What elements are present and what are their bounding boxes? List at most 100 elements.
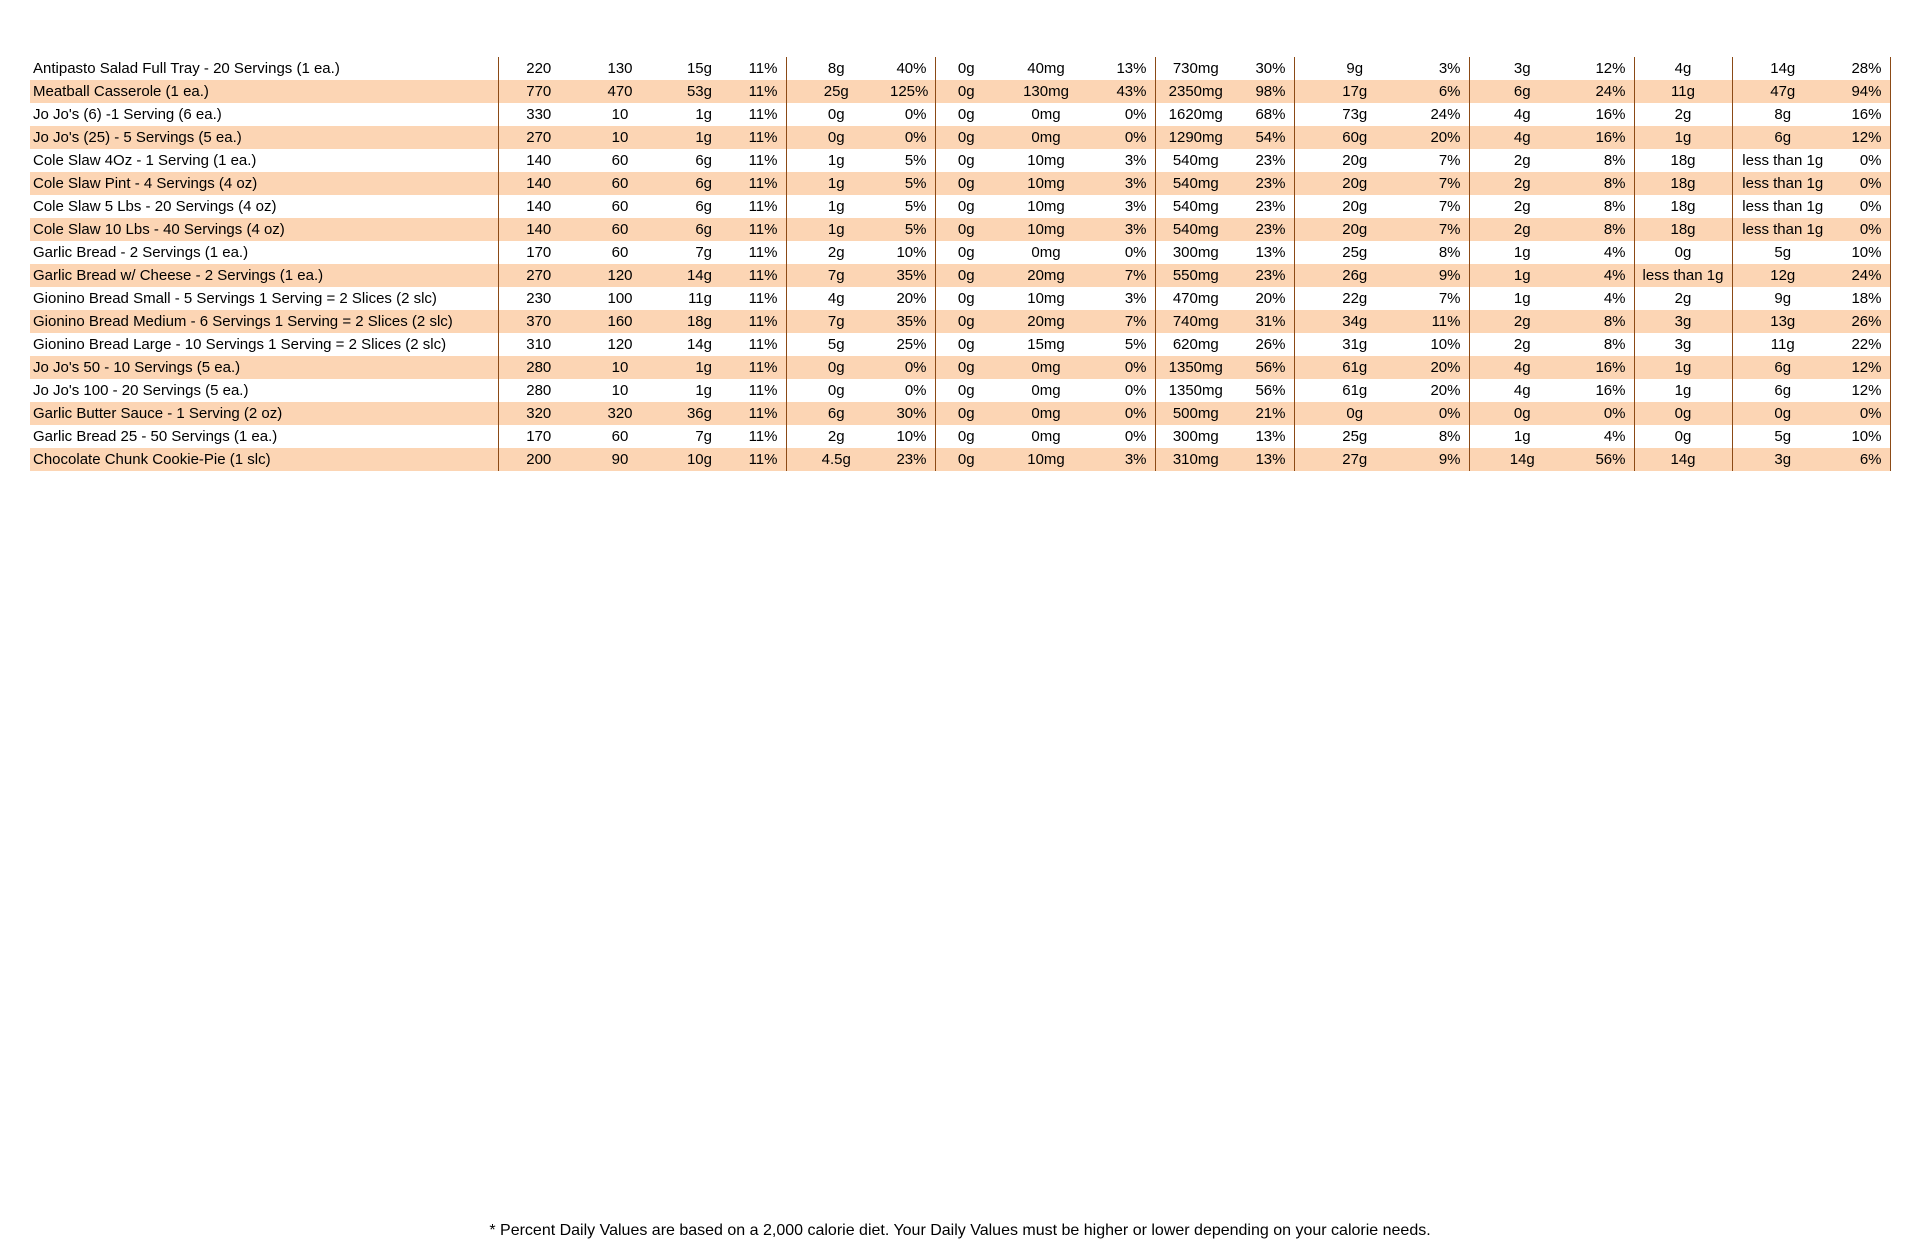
- nutrition-value: 40mg: [1027, 60, 1065, 77]
- nutrition-value: 2g: [1468, 149, 1575, 172]
- nutrition-value: 0mg: [1031, 428, 1061, 445]
- nutrition-value: 7%: [1095, 264, 1155, 287]
- nutrition-value: 10: [579, 356, 661, 379]
- nutrition-value: 35%: [886, 264, 935, 287]
- nutrition-value: 6g: [1731, 379, 1833, 402]
- nutrition-value: 11%: [720, 448, 786, 471]
- nutrition-value: 6g: [1468, 80, 1575, 103]
- nutrition-value: 11g: [1633, 80, 1732, 103]
- nutrition-value: 11%: [748, 244, 778, 261]
- nutrition-value: 8g: [785, 57, 886, 80]
- nutrition-value: 4.5g: [785, 448, 886, 471]
- item-name: Antipasto Salad Full Tray - 20 Servings …: [33, 60, 340, 77]
- nutrition-value: 8%: [1438, 244, 1461, 261]
- item-name: Garlic Bread w/ Cheese - 2 Servings (1 e…: [30, 264, 498, 287]
- nutrition-value: 23%: [1255, 198, 1286, 215]
- nutrition-value: 26%: [1833, 310, 1891, 333]
- nutrition-value: 740mg: [1154, 310, 1236, 333]
- nutrition-value: 26%: [1255, 336, 1286, 353]
- nutrition-value: 7g: [695, 428, 712, 445]
- nutrition-value: 11%: [748, 336, 778, 353]
- nutrition-value: 11g: [688, 290, 712, 307]
- item-name: Garlic Butter Sauce - 1 Serving (2 oz): [30, 402, 498, 425]
- table-row: Jo Jo's (25) - 5 Servings (5 ea.) 270 10 1g…: [30, 126, 1891, 149]
- nutrition-value: 20g: [1293, 149, 1415, 172]
- item-name: Jo Jo's 50 - 10 Servings (5 ea.): [30, 356, 498, 379]
- nutrition-value: 1g: [1468, 287, 1575, 310]
- nutrition-value: 9g: [1731, 287, 1833, 310]
- nutrition-value: 12%: [1833, 126, 1891, 149]
- nutrition-value: 11%: [748, 60, 778, 77]
- nutrition-value: 1g: [785, 172, 886, 195]
- nutrition-value: 5%: [886, 218, 935, 241]
- nutrition-value: 470mg: [1154, 287, 1236, 310]
- nutrition-value: 1g: [1633, 379, 1732, 402]
- nutrition-value: 14g: [686, 336, 712, 353]
- nutrition-value: 9%: [1415, 448, 1469, 471]
- nutrition-value: 0%: [904, 106, 927, 123]
- nutrition-value: 230: [497, 287, 579, 310]
- nutrition-value: 0mg: [997, 402, 1095, 425]
- nutrition-value: 0%: [1833, 402, 1891, 425]
- item-name: Jo Jo's (25) - 5 Servings (5 ea.): [30, 126, 498, 149]
- nutrition-value: 0g: [1633, 241, 1732, 264]
- nutrition-value: 12%: [1595, 60, 1626, 77]
- nutrition-value: 25g: [785, 80, 886, 103]
- nutrition-value: 4g: [1468, 356, 1575, 379]
- nutrition-value: 3%: [1124, 198, 1147, 215]
- nutrition-value: 2350mg: [1154, 80, 1236, 103]
- nutrition-value: 4g: [1468, 126, 1575, 149]
- nutrition-value: 2g: [1468, 195, 1575, 218]
- nutrition-value: 1g: [661, 126, 720, 149]
- nutrition-value: 23%: [886, 448, 935, 471]
- nutrition-value: 1g: [1468, 425, 1575, 448]
- nutrition-value: 320: [497, 402, 579, 425]
- nutrition-value: 15g: [686, 60, 712, 77]
- nutrition-value: 0g: [934, 218, 997, 241]
- nutrition-value: 3%: [1438, 60, 1461, 77]
- nutrition-value: 20%: [1415, 356, 1469, 379]
- nutrition-value: 15mg: [1027, 336, 1065, 353]
- nutrition-value: 8g: [1731, 103, 1833, 126]
- nutrition-value: 68%: [1255, 106, 1286, 123]
- nutrition-value: 10mg: [1027, 290, 1065, 307]
- nutrition-value: 270: [497, 264, 579, 287]
- nutrition-value: 0%: [1124, 382, 1147, 399]
- nutrition-value: 2g: [785, 241, 886, 264]
- nutrition-value: 6%: [1415, 80, 1469, 103]
- table-row: Gionino Bread Small - 5 Servings 1 Servi…: [30, 287, 1891, 310]
- nutrition-value: 30%: [1255, 60, 1286, 77]
- nutrition-value: 320: [579, 402, 661, 425]
- nutrition-value: 2g: [1633, 103, 1732, 126]
- nutrition-value: 130mg: [997, 80, 1095, 103]
- nutrition-value: 34g: [1293, 310, 1415, 333]
- nutrition-value: 0%: [886, 126, 935, 149]
- nutrition-value: 3%: [1095, 448, 1155, 471]
- nutrition-value: 0g: [934, 103, 997, 126]
- nutrition-value: 11%: [720, 172, 786, 195]
- nutrition-value: 7g: [785, 264, 886, 287]
- nutrition-value: 0%: [886, 356, 935, 379]
- table-row: Cole Slaw 5 Lbs - 20 Servings (4 oz) 140 6…: [30, 195, 1891, 218]
- nutrition-value: 8%: [1603, 198, 1626, 215]
- nutrition-value: 0%: [1124, 428, 1147, 445]
- nutrition-value: 0g: [1293, 402, 1415, 425]
- nutrition-value: 0g: [934, 195, 997, 218]
- table-row: Garlic Bread - 2 Servings (1 ea.) 170 60 7g…: [30, 241, 1891, 264]
- table-row: Cole Slaw Pint - 4 Servings (4 oz) 140 60 6…: [30, 172, 1891, 195]
- nutrition-value: 1g: [661, 356, 720, 379]
- nutrition-value: 1620mg: [1154, 103, 1236, 126]
- nutrition-value: 11%: [720, 356, 786, 379]
- table-row: Cole Slaw 4Oz - 1 Serving (1 ea.) 140 60 6g…: [30, 149, 1891, 172]
- nutrition-value: 0g: [934, 172, 997, 195]
- nutrition-value: 40%: [896, 60, 927, 77]
- nutrition-value: 270: [497, 126, 579, 149]
- nutrition-value: 0%: [1124, 106, 1147, 123]
- nutrition-value: 61g: [1293, 356, 1415, 379]
- nutrition-value: 11%: [720, 402, 786, 425]
- nutrition-value: 20%: [1255, 290, 1286, 307]
- nutrition-value: 140: [497, 172, 579, 195]
- nutrition-value: 47g: [1731, 80, 1833, 103]
- nutrition-value: 8%: [1575, 218, 1634, 241]
